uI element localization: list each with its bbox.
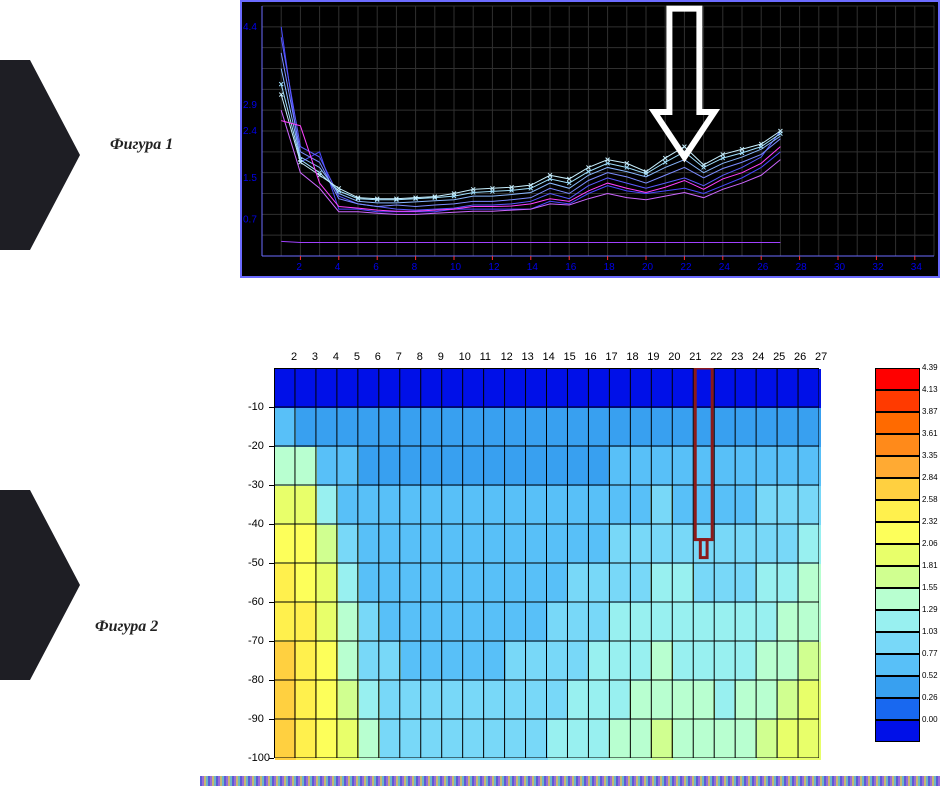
svg-text:10: 10 bbox=[450, 262, 462, 273]
svg-text:4.4: 4.4 bbox=[243, 22, 257, 33]
svg-text:24: 24 bbox=[719, 262, 731, 273]
svg-text:1.5: 1.5 bbox=[243, 173, 257, 184]
svg-text:0.7: 0.7 bbox=[243, 215, 257, 226]
svg-text:8: 8 bbox=[412, 262, 418, 273]
svg-text:26: 26 bbox=[757, 262, 769, 273]
figure1-label: Фигура 1 bbox=[110, 136, 173, 154]
svg-text:2.4: 2.4 bbox=[243, 126, 257, 137]
figure2-label: Фигура 2 bbox=[95, 618, 158, 636]
chart2-heatmap: 4.394.133.873.613.352.842.582.322.061.81… bbox=[240, 348, 940, 764]
svg-text:18: 18 bbox=[604, 262, 616, 273]
svg-text:32: 32 bbox=[872, 262, 884, 273]
svg-text:20: 20 bbox=[642, 262, 654, 273]
chart1-line-plot: 0.71.52.42.94.42468101214161820222426283… bbox=[240, 0, 940, 278]
svg-text:12: 12 bbox=[488, 262, 500, 273]
svg-text:28: 28 bbox=[796, 262, 808, 273]
svg-text:16: 16 bbox=[565, 262, 577, 273]
svg-text:30: 30 bbox=[834, 262, 846, 273]
noise-bar bbox=[200, 776, 940, 786]
svg-text:2: 2 bbox=[296, 262, 302, 273]
decor-arrow-2 bbox=[0, 490, 80, 685]
svg-text:2.9: 2.9 bbox=[243, 100, 257, 111]
svg-text:6: 6 bbox=[373, 262, 379, 273]
svg-text:22: 22 bbox=[680, 262, 692, 273]
svg-text:14: 14 bbox=[527, 262, 539, 273]
svg-text:4: 4 bbox=[335, 262, 341, 273]
decor-arrow-1 bbox=[0, 60, 80, 255]
svg-text:34: 34 bbox=[911, 262, 923, 273]
